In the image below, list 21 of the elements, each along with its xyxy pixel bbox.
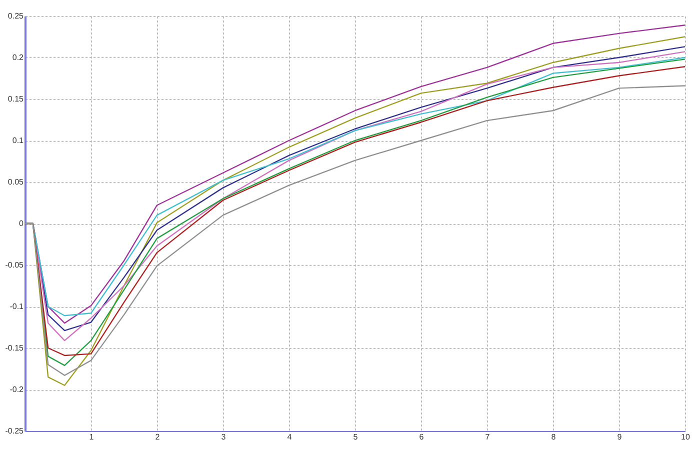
x-tick-label: 1 xyxy=(89,432,94,442)
x-tick-label: 4 xyxy=(287,432,292,442)
x-tick-label: 2 xyxy=(155,432,160,442)
x-tick-label: 7 xyxy=(485,432,490,442)
y-tick-label: 0 xyxy=(19,219,24,228)
y-tick-label: -0.2 xyxy=(10,385,24,394)
y-tick-label: 0.15 xyxy=(8,94,24,104)
y-tick-label: -0.1 xyxy=(10,302,24,311)
x-tick-label: 3 xyxy=(221,432,226,442)
x-tick-label: 10 xyxy=(681,432,690,442)
y-tick-label: 0.2 xyxy=(12,53,24,62)
y-tick-label: -0.15 xyxy=(5,344,24,352)
y-tick-label: 0.25 xyxy=(8,12,24,20)
x-tick-label: 9 xyxy=(617,432,622,442)
y-tick-label: -0.25 xyxy=(5,426,24,436)
y-tick-label: 0.1 xyxy=(12,136,24,145)
x-tick-label: 8 xyxy=(551,432,556,442)
y-tick-label: -0.05 xyxy=(5,260,24,270)
y-tick-label: 0.05 xyxy=(8,178,24,186)
x-tick-label: 5 xyxy=(353,432,358,442)
x-tick-label: 6 xyxy=(419,432,424,442)
